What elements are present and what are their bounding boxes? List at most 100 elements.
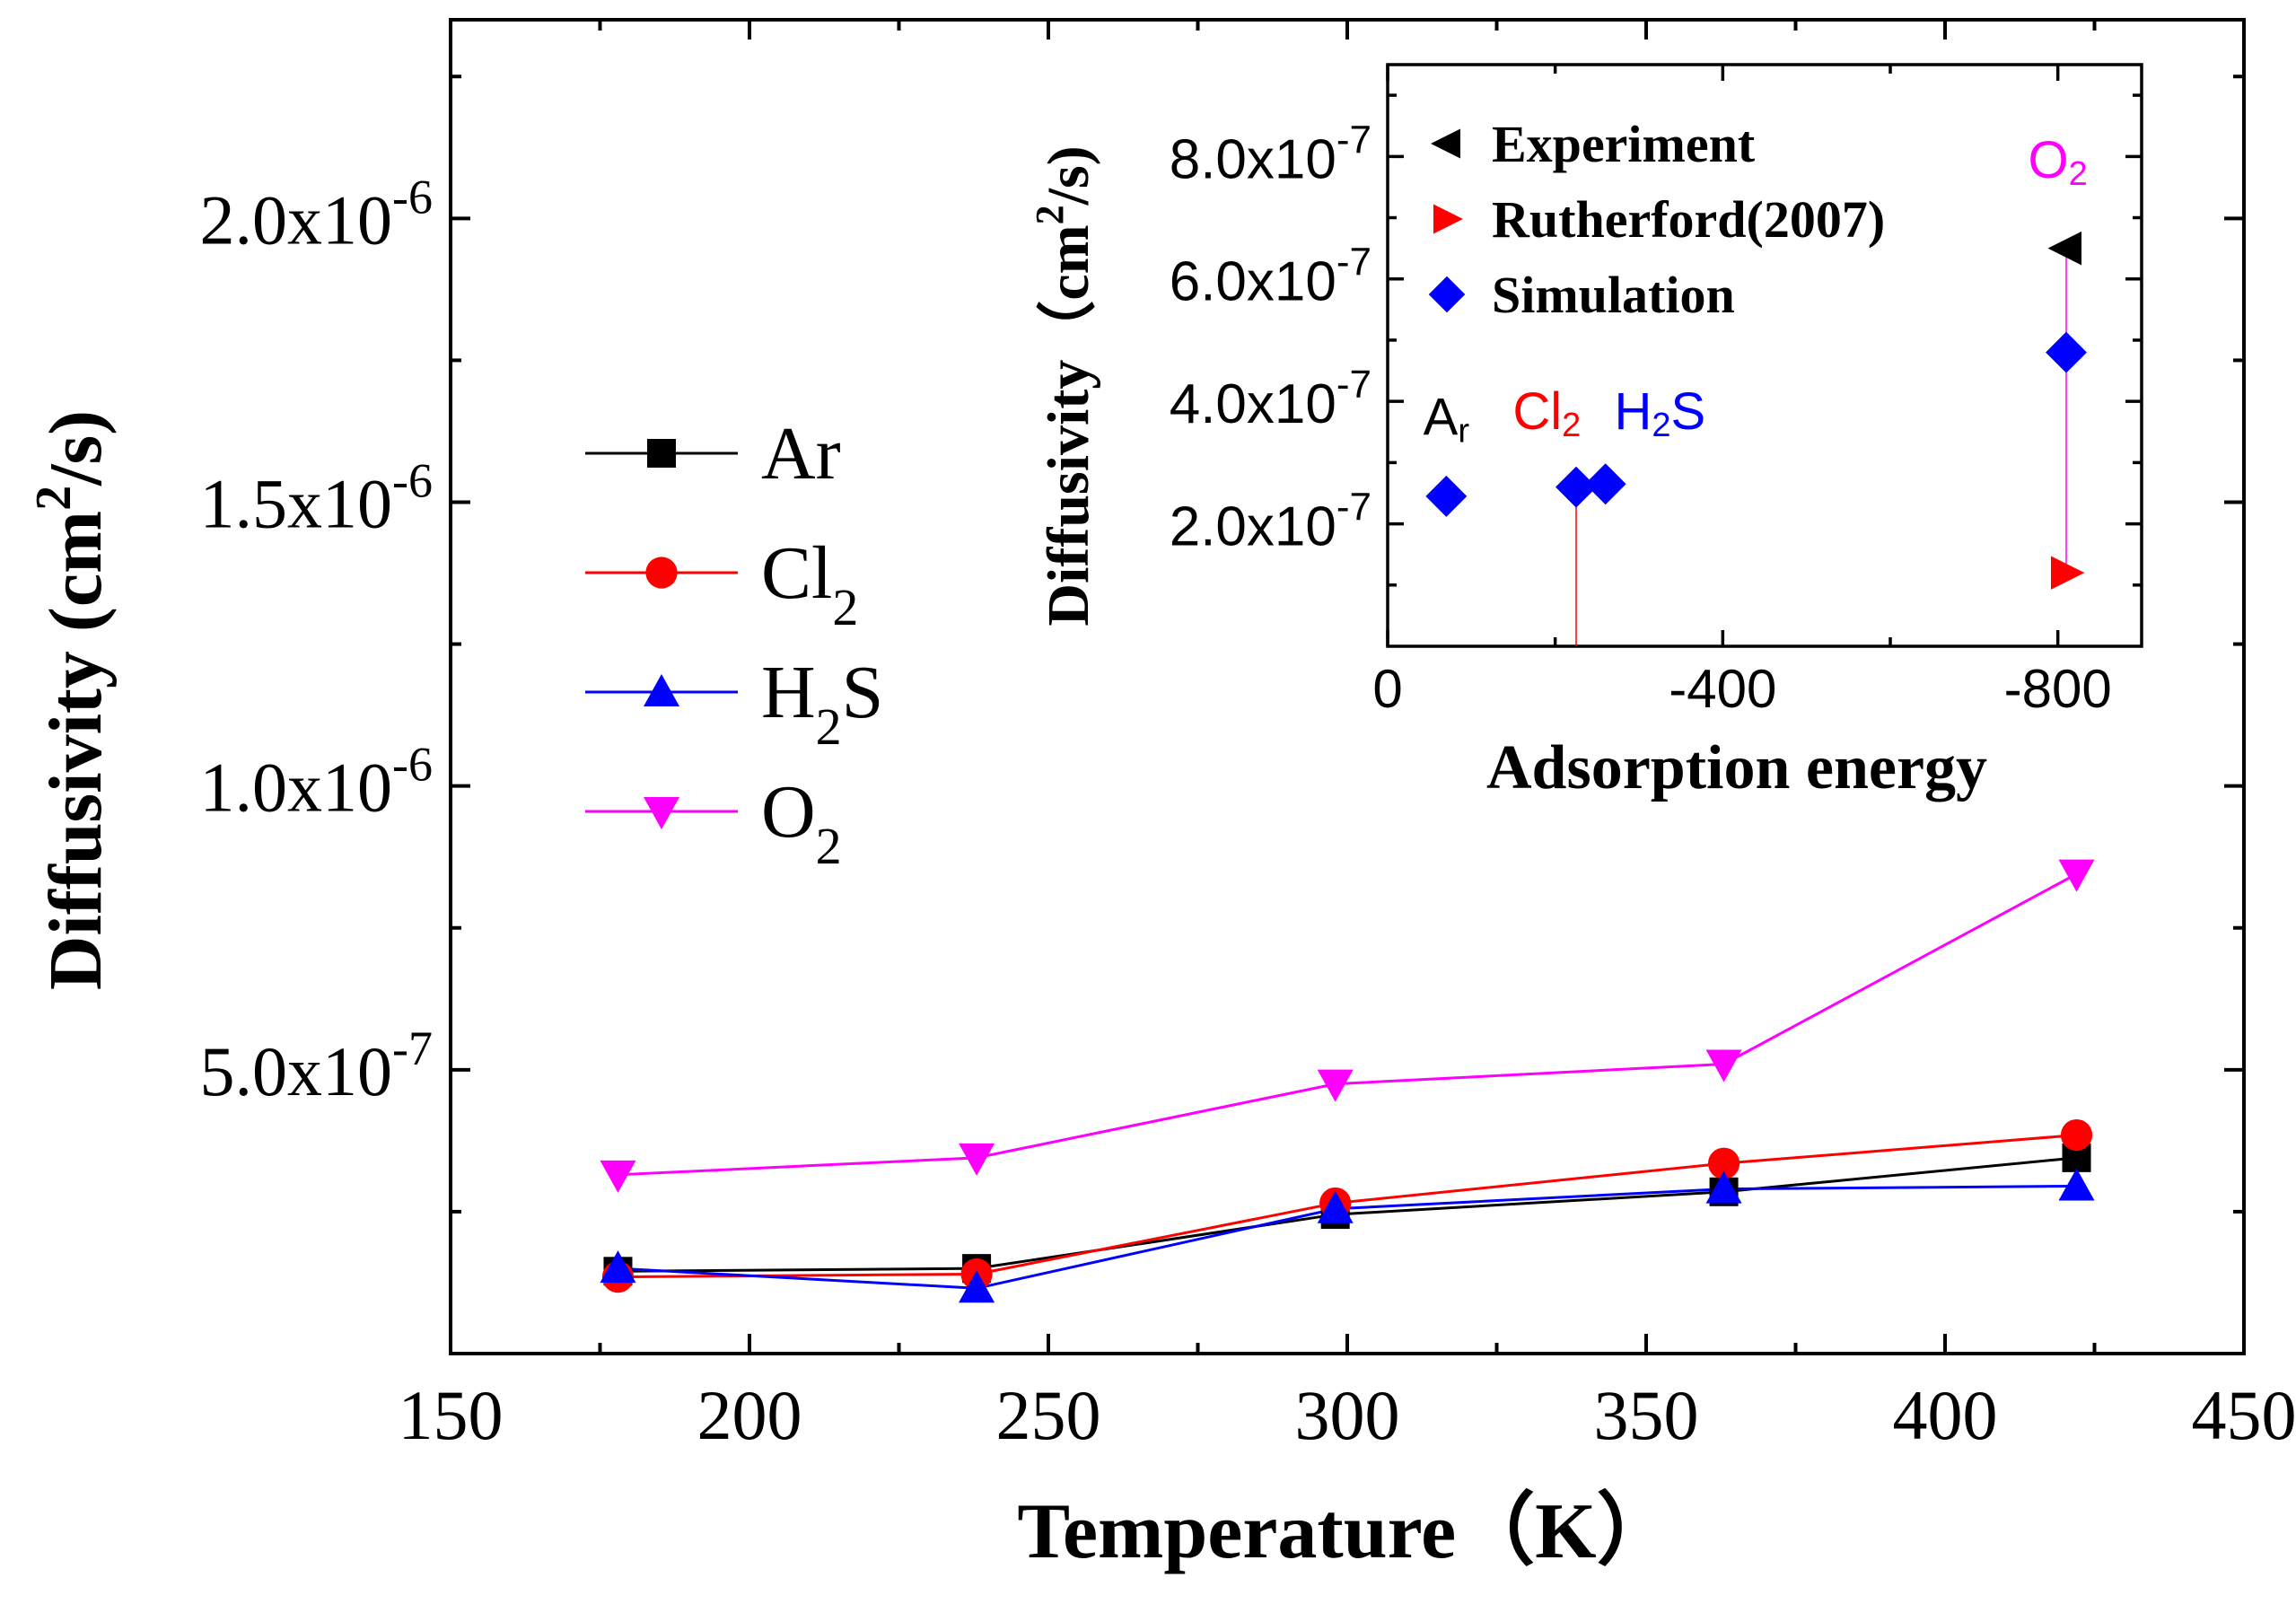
x-tick-label: 300 xyxy=(1295,1376,1400,1454)
inset-y-tick-label: 4.0x10-7 xyxy=(1170,363,1371,435)
inset-point-experiment xyxy=(2047,231,2081,266)
inset-y-tick-mantissa: 6.0x10 xyxy=(1170,251,1336,313)
inset-annotation-suffix: S xyxy=(1671,382,1706,441)
x-tick-label: 350 xyxy=(1594,1376,1699,1454)
y-tick-mantissa: 5.0x10 xyxy=(200,1032,393,1110)
inset-annotation-text: A xyxy=(1424,389,1459,447)
x-tick-label: 400 xyxy=(1893,1376,1998,1454)
inset-chart: 0 -400 -8002.0x10-74.0x10-76.0x10-78.0x10-… xyxy=(1028,63,2143,802)
inset-y-tick-label: 2.0x10-7 xyxy=(1170,486,1371,558)
y-tick-label: 1.5x10-6 xyxy=(200,453,433,542)
data-point-h xyxy=(1317,1190,1354,1223)
inset-annotation: Ar xyxy=(1424,389,1470,451)
legend-label-name: H xyxy=(761,651,816,734)
inset-legend-marker xyxy=(1428,276,1466,313)
data-point-o xyxy=(959,1143,995,1176)
y-tick-label: 2.0x10-6 xyxy=(200,170,433,259)
y-tick-exponent: -6 xyxy=(392,738,433,792)
y-tick-mantissa: 1.0x10 xyxy=(200,749,393,827)
inset-y-tick-mantissa: 2.0x10 xyxy=(1170,496,1336,558)
data-point-o xyxy=(1705,1049,1742,1082)
inset-legend-label: Simulation xyxy=(1492,266,1735,324)
legend-label: Cl2 xyxy=(761,531,858,636)
inset-x-axis-title: Adsorption energy xyxy=(1486,733,1987,802)
inset-y-axis-title-sup: 2 xyxy=(1028,205,1072,224)
legend-marker xyxy=(647,439,676,468)
legend-label-suffix: S xyxy=(842,651,884,734)
x-tick-label: 450 xyxy=(2192,1376,2296,1454)
y-tick-exponent: -6 xyxy=(392,453,433,507)
inset-y-axis-title-main: Diffusivity（cm xyxy=(1035,224,1101,626)
inset-x-tick-label: -800 xyxy=(2004,659,2112,719)
inset-y-tick-exponent: -7 xyxy=(1336,363,1371,407)
legend-label-sub: 2 xyxy=(816,697,842,756)
inset-annotation-sub: 2 xyxy=(2069,155,2088,193)
y-axis-title-tail: /s) xyxy=(34,410,118,486)
legend-label-name: Ar xyxy=(761,412,841,495)
inset-legend-marker xyxy=(1433,204,1463,234)
inset-x-tick-label: -400 xyxy=(1669,659,1776,719)
y-tick-label: 1.0x10-6 xyxy=(200,738,433,827)
legend-label-name: Cl xyxy=(761,531,832,615)
inset-annotation-text: O xyxy=(2029,131,2069,189)
y-tick-exponent: -6 xyxy=(392,170,433,224)
inset-legend-label: Experiment xyxy=(1492,115,1756,173)
inset-point-rutherford-2007- xyxy=(2051,556,2085,590)
y-tick-mantissa: 1.5x10 xyxy=(200,464,393,542)
inset-y-tick-label: 8.0x10-7 xyxy=(1170,118,1371,190)
data-point-o xyxy=(600,1160,636,1193)
data-point-cl xyxy=(1707,1147,1740,1179)
inset-frame xyxy=(1386,63,2143,648)
y-tick-label: 5.0x10-7 xyxy=(200,1021,433,1110)
x-axis-title: Temperature（K） xyxy=(1017,1488,1675,1575)
y-axis-title-main: Diffusivity (cm xyxy=(34,511,118,990)
inset-legend: Experiment Rutherford(2007) Simulation xyxy=(1428,115,1885,324)
inset-y-tick-mantissa: 4.0x10 xyxy=(1170,373,1336,435)
y-axis-title: Diffusivity (cm2/s) xyxy=(26,410,118,990)
main-chart: 150 200 250 300 350 400 4505.0x10-71.0x10-61.5… xyxy=(26,18,2296,1575)
y-axis-title-sup: 2 xyxy=(26,486,82,511)
inset-y-tick-exponent: -7 xyxy=(1336,486,1371,530)
y-tick-exponent: -7 xyxy=(392,1021,433,1075)
data-point-cl xyxy=(2060,1118,2093,1152)
legend-label-sub: 2 xyxy=(816,817,842,875)
x-tick-label: 200 xyxy=(697,1376,802,1454)
legend-label: H2S xyxy=(761,651,883,756)
inset-point-simulation xyxy=(1425,475,1468,517)
inset-legend-label: Rutherford(2007) xyxy=(1492,190,1885,249)
legend-label-sub: 2 xyxy=(832,578,858,636)
inset-annotation: Cl2 xyxy=(1512,382,1581,444)
legend-label: Ar xyxy=(761,412,841,495)
inset-point-simulation xyxy=(1584,463,1626,505)
data-point-h xyxy=(959,1270,995,1303)
inset-point-simulation xyxy=(2046,331,2087,373)
inset-y-tick-mantissa: 8.0x10 xyxy=(1170,128,1336,190)
inset-annotation-sub: 2 xyxy=(1562,407,1581,444)
inset-y-tick-exponent: -7 xyxy=(1336,118,1371,162)
inset-legend-marker xyxy=(1431,128,1460,159)
inset-y-axis-title: Diffusivity（cm2/s) xyxy=(1028,145,1101,626)
x-tick-label: 150 xyxy=(399,1376,504,1454)
series-line-o xyxy=(618,872,2078,1177)
legend-marker xyxy=(644,797,679,829)
legend-marker xyxy=(645,557,678,589)
inset-y-axis-title-tail: /s) xyxy=(1036,145,1101,206)
inset-annotation-text: H xyxy=(1614,382,1652,441)
data-point-o xyxy=(1317,1069,1354,1102)
inset-y-tick-exponent: -7 xyxy=(1336,241,1371,285)
legend-marker xyxy=(644,674,679,706)
inset-annotation: H2S xyxy=(1614,382,1705,444)
inset-x-tick-label: 0 xyxy=(1372,659,1402,719)
x-tick-label: 250 xyxy=(996,1376,1101,1454)
data-point-h xyxy=(2058,1168,2095,1201)
inset-point-simulation xyxy=(1555,466,1597,508)
legend-label: O2 xyxy=(761,770,842,875)
inset-y-tick-label: 6.0x10-7 xyxy=(1170,241,1371,313)
data-point-h xyxy=(1705,1170,1742,1204)
inset-annotation: O2 xyxy=(2029,131,2088,193)
inset-annotation-text: Cl xyxy=(1512,382,1562,441)
y-tick-mantissa: 2.0x10 xyxy=(200,180,393,259)
inset-annotation-sub: 2 xyxy=(1652,407,1670,444)
